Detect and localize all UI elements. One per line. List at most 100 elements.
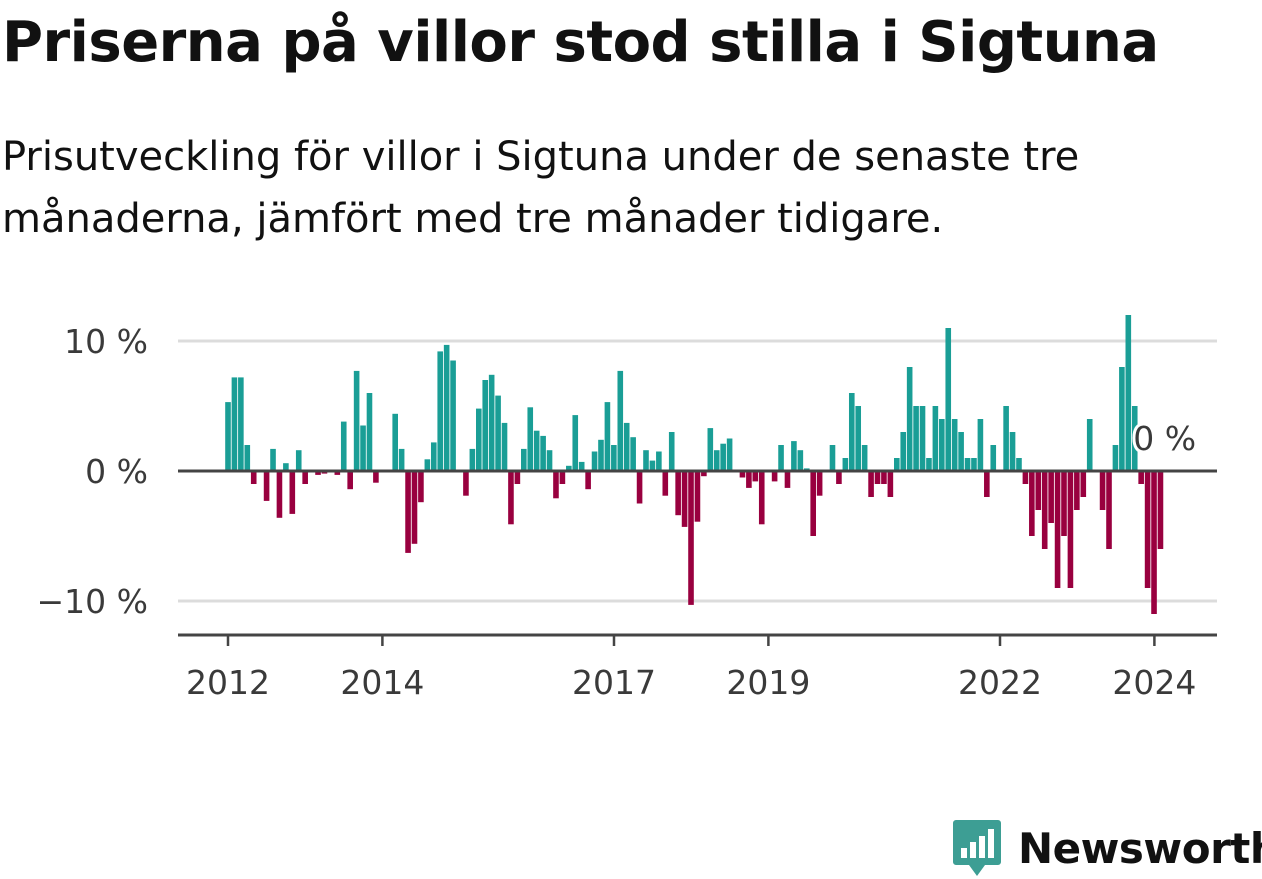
bar — [836, 471, 842, 484]
bar — [810, 471, 816, 536]
bar — [366, 393, 373, 471]
bar — [476, 408, 482, 471]
bar — [353, 370, 360, 471]
y-tick-label: −10 % — [37, 582, 149, 621]
bar — [726, 438, 733, 471]
bar — [1041, 471, 1048, 549]
axes — [178, 469, 1217, 646]
chart-title: Priserna på villor stod stilla i Sigtuna — [2, 10, 1159, 75]
bar — [797, 450, 804, 471]
bar — [225, 402, 231, 471]
bar — [1048, 471, 1054, 523]
bar — [508, 471, 514, 525]
bar — [553, 471, 559, 499]
bar — [990, 445, 997, 471]
bar — [263, 471, 270, 501]
bar — [758, 471, 765, 525]
bar — [623, 422, 630, 471]
bar — [675, 471, 681, 516]
bar — [469, 448, 476, 471]
x-tick-label: 2024 — [1112, 663, 1196, 702]
bar — [540, 435, 546, 471]
bar — [617, 370, 624, 471]
tick-labels: 10 % 0 % −10 % 2012 2014 2017 2019 2022 2024 0 % — [37, 322, 1200, 702]
bar — [527, 407, 534, 471]
bar — [1022, 471, 1029, 484]
bar — [958, 432, 964, 471]
bar — [1125, 315, 1132, 471]
bar — [784, 471, 791, 488]
bar — [900, 432, 907, 471]
bar — [482, 380, 489, 471]
bar — [360, 425, 366, 471]
bar — [443, 344, 450, 471]
x-tick-label: 2017 — [572, 663, 656, 702]
bar — [791, 441, 797, 471]
bar — [913, 406, 919, 471]
bar — [1080, 471, 1087, 497]
bar — [533, 430, 540, 471]
bar — [559, 471, 566, 484]
bar — [746, 471, 752, 488]
bar — [1016, 458, 1022, 471]
chart-subtitle: Prisutveckling för villor i Sigtuna unde… — [2, 134, 1080, 242]
newsworthy-logo: Newsworthy — [952, 818, 1262, 878]
bar — [1029, 471, 1035, 536]
bar — [1157, 471, 1164, 549]
bar — [868, 471, 874, 497]
bar — [340, 421, 347, 471]
bar — [668, 432, 675, 471]
bar — [919, 406, 926, 471]
bar — [984, 471, 990, 497]
bar — [611, 445, 617, 471]
x-tick-label: 2022 — [958, 663, 1042, 702]
bar — [1003, 406, 1009, 471]
bar — [874, 471, 881, 484]
bar — [1009, 432, 1016, 471]
bar — [829, 445, 836, 471]
bar — [1086, 419, 1093, 471]
bar — [887, 471, 894, 497]
bar — [848, 393, 855, 471]
bar — [1035, 471, 1042, 510]
bar — [1138, 471, 1144, 484]
bar — [739, 471, 746, 478]
bar — [424, 459, 431, 471]
bar — [418, 471, 424, 503]
bar — [250, 471, 257, 484]
bar — [315, 471, 321, 475]
bar — [501, 422, 508, 471]
bar — [906, 367, 913, 471]
bar — [231, 377, 238, 471]
bar — [855, 406, 862, 471]
bar — [1054, 471, 1061, 588]
bar — [881, 471, 887, 484]
bar — [302, 471, 308, 484]
bar — [1074, 471, 1080, 510]
gridlines — [178, 339, 1217, 603]
bar — [694, 471, 701, 522]
bar — [971, 458, 977, 471]
bar — [1119, 367, 1125, 471]
bar — [488, 374, 495, 471]
bar — [546, 450, 553, 471]
bar — [977, 419, 984, 471]
x-tick-label: 2014 — [340, 663, 424, 702]
bar — [334, 471, 341, 475]
bar — [283, 463, 289, 471]
bar — [713, 450, 720, 471]
bar — [598, 439, 604, 471]
bar — [630, 437, 636, 471]
bar — [707, 428, 714, 471]
bar — [945, 328, 952, 471]
bar — [720, 443, 726, 471]
bar — [572, 415, 579, 471]
bar — [1131, 406, 1138, 471]
bar — [842, 458, 849, 471]
bar — [392, 413, 398, 471]
brand-name: Newsworthy — [1018, 823, 1262, 873]
bar — [951, 419, 958, 471]
bar — [1106, 471, 1112, 549]
bar — [591, 451, 598, 471]
bar — [244, 445, 251, 471]
